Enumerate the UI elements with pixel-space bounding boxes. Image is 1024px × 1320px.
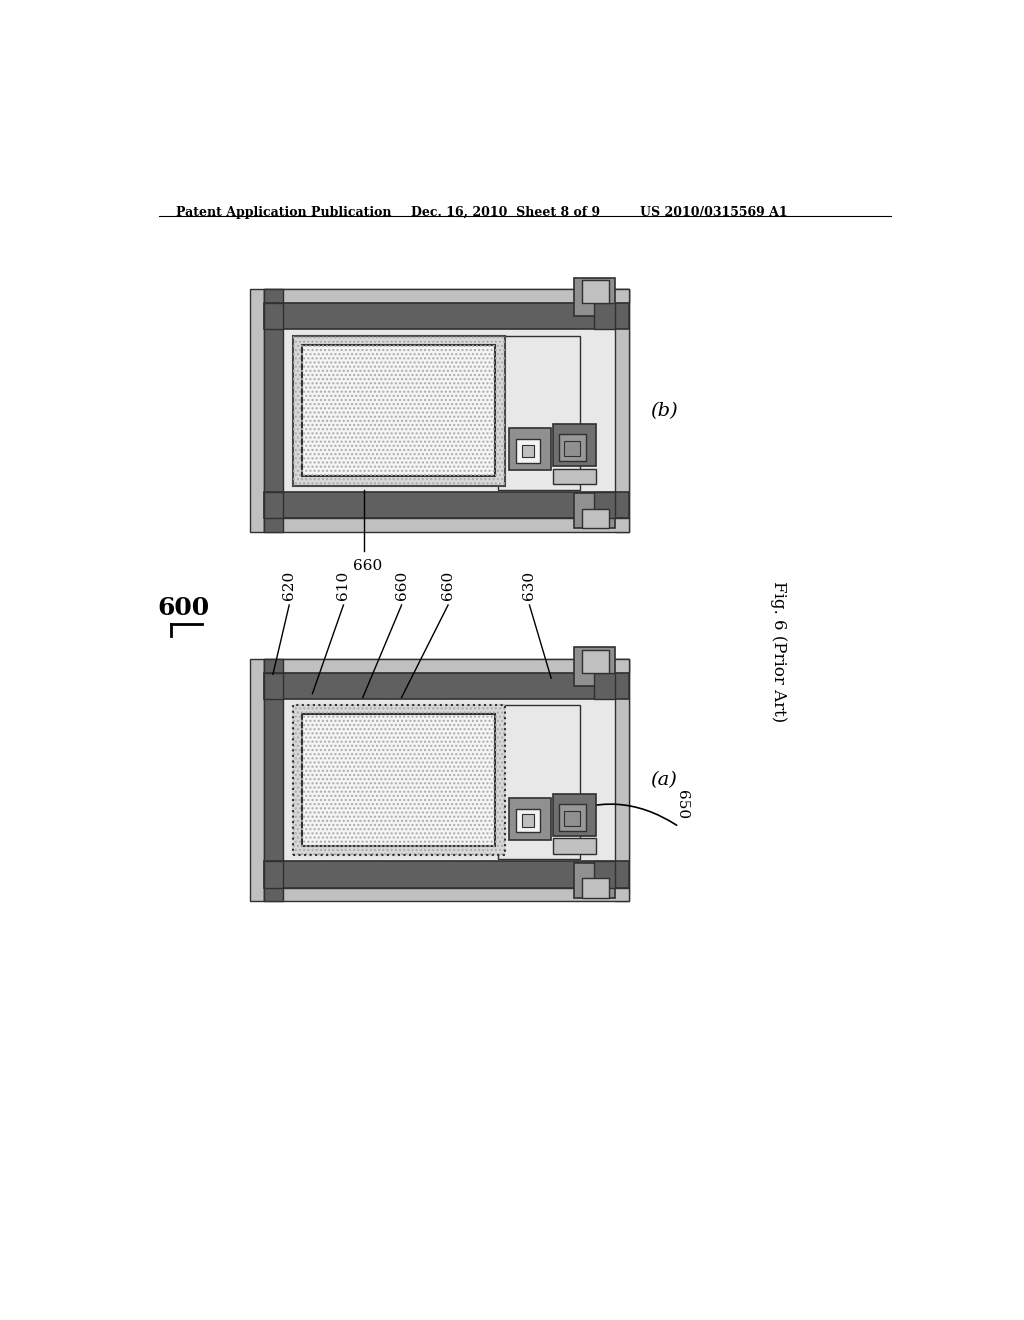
Text: 660: 660 [394,570,409,599]
Bar [516,809,540,832]
Bar [264,659,629,887]
Bar [264,673,629,700]
Bar [574,494,614,528]
Bar [594,492,615,517]
Bar [574,277,614,317]
Bar [554,838,596,854]
Bar [251,659,264,902]
Bar [264,289,629,304]
Bar [251,289,264,532]
Bar [293,335,505,486]
Text: US 2010/0315569 A1: US 2010/0315569 A1 [640,206,787,219]
Bar [614,659,629,902]
Text: Fig. 6 (Prior Art): Fig. 6 (Prior Art) [770,581,787,722]
Bar [264,659,629,673]
Bar [293,705,505,855]
Bar [559,434,586,461]
Bar [594,304,615,330]
Text: 660: 660 [353,558,382,573]
Bar [302,714,496,846]
Bar [264,887,629,902]
Bar [264,673,283,700]
Text: Dec. 16, 2010  Sheet 8 of 9: Dec. 16, 2010 Sheet 8 of 9 [411,206,600,219]
Bar [264,492,629,517]
Bar [293,705,505,855]
Bar [583,280,609,304]
Bar [554,793,596,836]
Bar [264,862,629,887]
Bar [574,647,614,686]
Bar [264,304,283,330]
Bar [264,289,283,532]
Text: (a): (a) [650,772,677,789]
Text: 600: 600 [158,597,210,620]
Text: 620: 620 [283,570,296,599]
Text: 610: 610 [337,570,350,599]
Bar [293,705,505,855]
Bar [264,304,629,330]
Bar [583,878,609,898]
Bar [614,289,629,532]
Bar [499,705,580,859]
Bar [559,804,586,830]
Bar [499,335,580,490]
Bar [564,441,580,457]
Bar [509,428,551,470]
Bar [574,863,614,898]
Bar [564,810,580,826]
Bar [264,862,283,887]
Bar [264,659,283,902]
Text: 630: 630 [522,570,537,599]
Text: (b): (b) [650,403,678,420]
Bar [521,814,535,826]
Bar [264,517,629,532]
Text: Patent Application Publication: Patent Application Publication [176,206,391,219]
Bar [594,862,615,887]
Bar [583,508,609,528]
Bar [293,335,505,486]
Text: 650: 650 [675,789,689,818]
Bar [509,797,551,840]
Bar [516,440,540,462]
Bar [302,345,496,477]
Bar [264,492,283,517]
Bar [594,673,615,700]
Text: 660: 660 [441,570,455,599]
Bar [554,424,596,466]
Bar [583,649,609,673]
Bar [554,469,596,484]
Bar [521,445,535,457]
Bar [264,289,629,517]
